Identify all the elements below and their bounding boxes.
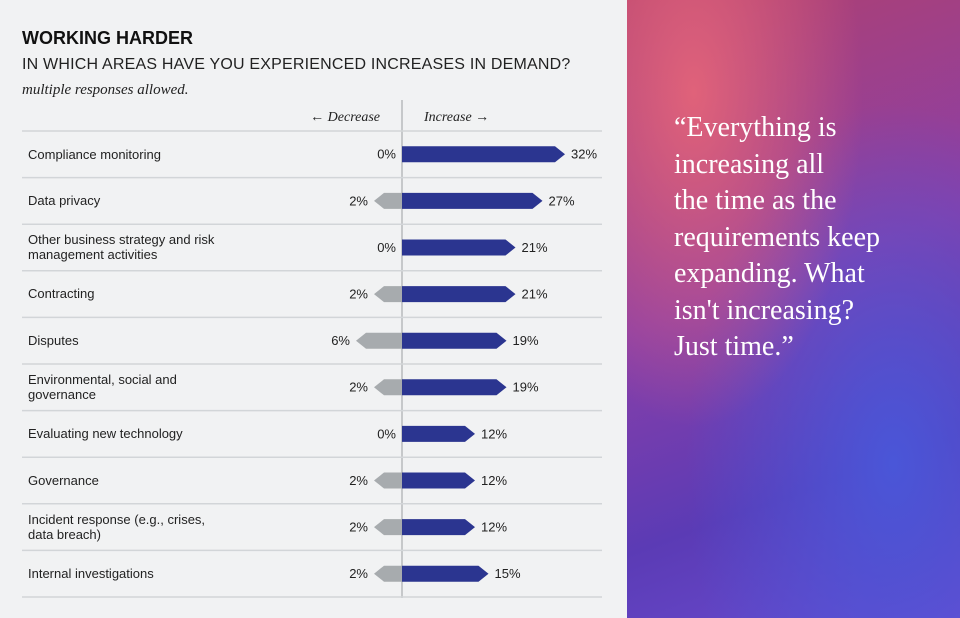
- bar: [374, 379, 402, 396]
- bar: [402, 192, 543, 209]
- bar: [374, 519, 402, 536]
- value-label: 12%: [481, 426, 507, 441]
- value-label: 2%: [349, 287, 368, 302]
- value-label: 0%: [377, 147, 396, 162]
- bar: [374, 565, 402, 582]
- bar: [374, 472, 402, 489]
- quote-line: the time as the: [674, 185, 837, 216]
- quote-panel: “Everything is increasing all the time as …: [627, 0, 960, 618]
- bar: [402, 565, 489, 582]
- bar: [402, 425, 475, 442]
- category-label: Internal investigations: [28, 565, 154, 581]
- quote-line: expanding. What: [674, 258, 865, 289]
- value-label: 19%: [513, 380, 539, 395]
- value-label: 12%: [481, 520, 507, 535]
- bar: [402, 379, 507, 396]
- category-label: Incident response (e.g., crises, data br…: [28, 511, 206, 542]
- bar: [374, 286, 402, 303]
- chart: ← Decrease Increase → 0% 32% 2% 27% 0% 21% 2% 21%…: [22, 100, 602, 598]
- value-label: 12%: [481, 473, 507, 488]
- quote-line: “Everything is: [674, 112, 837, 143]
- bar: [402, 286, 516, 303]
- value-label: 21%: [522, 240, 548, 255]
- category-label: Contracting: [28, 286, 95, 302]
- chart-note: multiple responses allowed.: [22, 82, 189, 98]
- bar: [374, 192, 402, 209]
- bar: [402, 239, 516, 256]
- value-label: 2%: [349, 473, 368, 488]
- legend-label: Increase →: [423, 110, 489, 125]
- bar: [402, 519, 475, 536]
- bar: [402, 146, 565, 163]
- bar: [356, 332, 402, 349]
- quote-line: Just time.”: [674, 331, 794, 362]
- value-label: 6%: [331, 333, 350, 348]
- value-label: 2%: [349, 193, 368, 208]
- category-label: Environmental, social and governance: [28, 372, 177, 402]
- value-label: 15%: [495, 566, 521, 581]
- category-label: Data privacy: [28, 193, 101, 209]
- quote-line: increasing all: [674, 148, 825, 180]
- value-label: 21%: [522, 287, 548, 302]
- value-label: 0%: [377, 240, 396, 255]
- value-label: 2%: [349, 566, 368, 581]
- category-label: Governance: [28, 472, 99, 488]
- quote: “Everything is increasing all the time as …: [674, 110, 880, 366]
- category-label: Evaluating new technology: [28, 426, 183, 442]
- legend-label: ← Decrease: [310, 110, 380, 125]
- category-label: Compliance monitoring: [28, 146, 161, 162]
- value-label: 2%: [349, 520, 368, 535]
- quote-line: isn't increasing?: [674, 294, 854, 326]
- category-label: Other business strategy and risk managem…: [28, 232, 215, 263]
- quote-line: requirements keep: [674, 221, 881, 253]
- category-label: Disputes: [28, 332, 79, 348]
- value-label: 27%: [549, 193, 575, 208]
- value-label: 19%: [513, 333, 539, 348]
- chart-title: WORKING HARDER: [22, 28, 193, 48]
- value-label: 32%: [571, 147, 597, 162]
- value-label: 0%: [377, 426, 396, 441]
- bar: [402, 472, 475, 489]
- bar: [402, 332, 507, 349]
- value-label: 2%: [349, 380, 368, 395]
- chart-subtitle: IN WHICH AREAS HAVE YOU EXPERIENCED INCR…: [22, 56, 571, 73]
